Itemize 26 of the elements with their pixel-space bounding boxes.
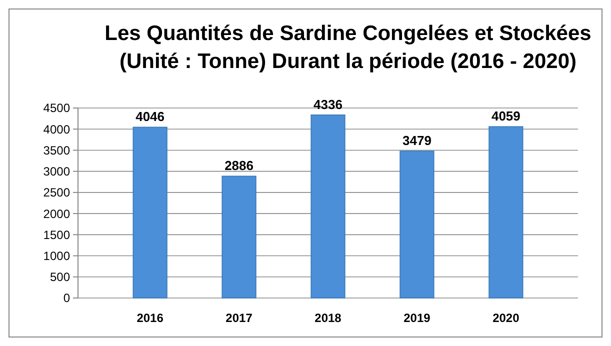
data-label: 2886 xyxy=(224,158,254,174)
y-tick-label: 3500 xyxy=(43,143,70,158)
y-tick-label: 0 xyxy=(63,291,70,306)
x-tick-label: 2016 xyxy=(136,311,164,325)
bar xyxy=(400,150,434,298)
y-tick-label: 4500 xyxy=(43,101,70,116)
y-tick-label: 2500 xyxy=(43,186,70,200)
bar xyxy=(488,126,524,298)
data-label: 3479 xyxy=(402,133,432,148)
x-tick-label: 2020 xyxy=(492,311,520,325)
x-tick-label: 2019 xyxy=(404,311,431,325)
chart-title: Les Quantités de Sardine Congelées et Stockées (Unité : Tonne) Durant la période (2016 - 2020) xyxy=(104,22,592,73)
y-tick-label: 1500 xyxy=(43,228,70,242)
x-tick-label: 2017 xyxy=(226,311,253,325)
y-tick-label: 3000 xyxy=(43,164,70,179)
y-tick-label: 4000 xyxy=(43,122,70,136)
data-label: 4059 xyxy=(491,108,520,124)
bar xyxy=(132,126,168,298)
y-tick-label: 1000 xyxy=(43,248,70,263)
bar xyxy=(222,176,256,298)
y-tick-label: 500 xyxy=(50,270,70,284)
x-tick-label: 2018 xyxy=(314,311,342,325)
data-label: 4336 xyxy=(314,96,342,112)
y-tick-label: 2000 xyxy=(43,206,70,221)
data-label: 4046 xyxy=(136,109,165,124)
bar xyxy=(310,114,346,298)
